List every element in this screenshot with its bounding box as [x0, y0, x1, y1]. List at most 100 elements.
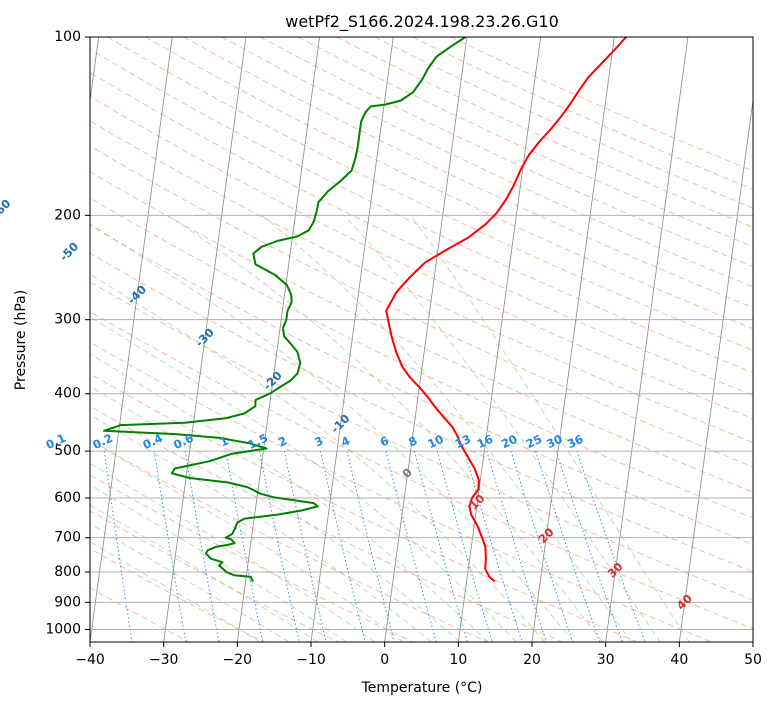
- y-axis-label: Pressure (hPa): [13, 290, 29, 390]
- isotherm-label: -10: [328, 411, 353, 436]
- y-tick-label: 600: [54, 490, 81, 506]
- moist-adiabat: [90, 523, 290, 642]
- isotherm: [752, 639, 753, 642]
- dry-adiabat: [90, 171, 753, 493]
- moist-adiabat: [410, 215, 690, 642]
- theta-label: 30: [604, 559, 625, 580]
- dry-adiabat: [90, 145, 753, 468]
- isotherm: [531, 37, 615, 642]
- chart-title: wetPf2_S166.2024.198.23.26.G10: [285, 12, 559, 32]
- mixing-ratio-line: [555, 450, 623, 642]
- mixing-ratio-label: 8: [406, 433, 419, 449]
- isotherm: [457, 37, 542, 642]
- plot-frame: [89, 36, 754, 643]
- isotherm: [310, 37, 394, 642]
- mixing-ratio-label: 36: [565, 432, 585, 451]
- moist-adiabat: [343, 214, 661, 642]
- dry-adiabat: [259, 37, 753, 268]
- moist-adiabat: [90, 462, 376, 642]
- mixing-ratio-line: [436, 450, 493, 642]
- dewpoint-profile: [103, 37, 467, 582]
- dry-adiabat: [90, 373, 638, 642]
- isotherm: [163, 37, 247, 642]
- moist-adiabat: [90, 504, 319, 642]
- isotherm-label: -20: [260, 368, 285, 393]
- isotherm: [678, 97, 753, 642]
- theta-label: 40: [674, 591, 695, 612]
- x-axis-label: Temperature (°C): [361, 680, 483, 696]
- theta-label: 0: [399, 465, 415, 481]
- isotherm: [90, 37, 173, 642]
- x-tick-label: 50: [744, 652, 762, 668]
- x-tick-label: −40: [75, 652, 105, 668]
- y-tick-label: 300: [54, 312, 81, 328]
- moist-adiabat: [90, 439, 404, 642]
- mixing-ratio-line: [320, 450, 366, 642]
- x-tick-label: 20: [523, 652, 541, 668]
- moist-adiabat: [90, 223, 574, 642]
- mixing-ratio-label: 20: [499, 432, 519, 451]
- mixing-ratio-line: [153, 451, 187, 642]
- y-tick-label: 700: [54, 530, 81, 546]
- isotherm: [605, 37, 689, 642]
- y-tick-label: 400: [54, 386, 81, 402]
- x-tick-label: 30: [597, 652, 615, 668]
- dry-adiabat: [90, 510, 339, 642]
- mixing-ratio-label: 25: [524, 432, 544, 451]
- mixing-ratio-label: 30: [544, 432, 564, 451]
- isotherm: [236, 37, 321, 642]
- dry-adiabat: [90, 281, 753, 601]
- mixing-ratio-line: [464, 450, 523, 642]
- dry-adiabat: [90, 252, 753, 573]
- theta-label: 20: [535, 525, 556, 546]
- moist-adiabat: [90, 414, 432, 642]
- dry-adiabat: [90, 341, 712, 642]
- dry-adiabat: [107, 37, 753, 352]
- mixing-ratio-line: [535, 450, 601, 642]
- moist-adiabat: [90, 484, 347, 642]
- dry-adiabat: [90, 310, 753, 630]
- mixing-ratio-label: 16: [475, 432, 495, 451]
- dry-adiabat: [336, 37, 753, 228]
- dry-adiabat: [412, 37, 753, 190]
- isotherm-label: -40: [125, 282, 150, 307]
- y-tick-label: 1000: [45, 621, 81, 637]
- isotherm-label: -60: [0, 196, 14, 221]
- mixing-ratio-label: 3: [312, 433, 325, 449]
- mixing-ratio-line: [103, 451, 133, 642]
- mixing-ratio-line: [58, 451, 82, 642]
- x-tick-label: 40: [670, 652, 688, 668]
- x-tick-label: −30: [149, 652, 179, 668]
- dry-adiabat: [145, 37, 753, 330]
- mixing-ratio-label: 13: [453, 432, 473, 451]
- mixing-ratio-label: 10: [425, 432, 445, 451]
- dry-adiabat: [90, 197, 753, 519]
- moist-adiabat: [90, 316, 517, 642]
- dry-adiabat: [183, 37, 753, 309]
- dry-adiabat: [90, 405, 563, 642]
- moist-adiabat: [167, 214, 603, 642]
- x-tick-label: −10: [296, 652, 326, 668]
- isotherm-label: -30: [192, 325, 217, 350]
- x-tick-label: −20: [223, 652, 253, 668]
- dry-adiabat: [90, 72, 753, 396]
- mixing-ratio-line: [225, 451, 264, 642]
- mixing-ratio-label: 1: [217, 433, 230, 449]
- moist-adiabat: [90, 541, 261, 642]
- dry-adiabat: [90, 95, 753, 420]
- dry-adiabat: [90, 439, 488, 642]
- mixing-ratio-label: 0.2: [90, 431, 114, 452]
- y-tick-label: 200: [54, 207, 81, 223]
- dry-adiabat: [221, 37, 753, 288]
- moist-adiabat: [261, 214, 632, 642]
- dry-adiabat: [374, 37, 753, 209]
- mixing-ratio-label: 2: [276, 433, 289, 449]
- dry-adiabat: [90, 120, 753, 444]
- y-tick-label: 100: [54, 29, 81, 45]
- mixing-ratio-line: [385, 450, 437, 642]
- dry-adiabat: [90, 48, 753, 374]
- x-tick-label: 0: [380, 652, 389, 668]
- x-tick-label: 10: [449, 652, 467, 668]
- mixing-ratio-line: [283, 450, 327, 642]
